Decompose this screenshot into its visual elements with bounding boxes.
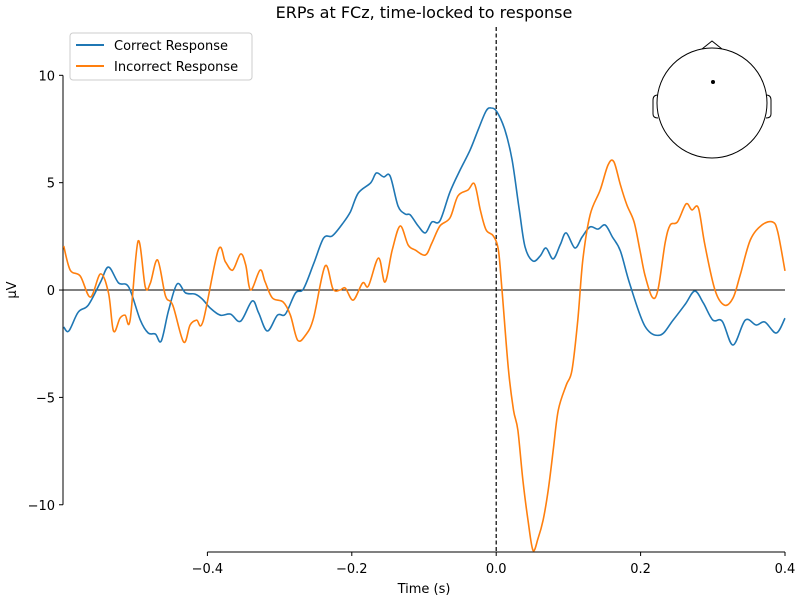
x-axis-label: Time (s) bbox=[397, 582, 451, 597]
y-axis-label: µV bbox=[5, 281, 20, 298]
head-nose bbox=[701, 40, 723, 50]
y-tick-label: −5 bbox=[36, 391, 55, 406]
series-line-incorrect bbox=[62, 159, 786, 552]
y-tick-label: 0 bbox=[47, 284, 55, 299]
x-tick-label: 0.4 bbox=[775, 562, 796, 577]
legend: Correct Response Incorrect Response bbox=[69, 32, 253, 81]
chart-title: ERPs at FCz, time-locked to response bbox=[276, 3, 573, 22]
series-line-correct bbox=[63, 107, 786, 346]
legend-label-correct: Correct Response bbox=[114, 39, 228, 54]
x-tick-label: −0.2 bbox=[336, 562, 368, 577]
head-ear-right bbox=[765, 94, 772, 119]
x-tick-label: 0.2 bbox=[630, 562, 651, 577]
y-tick-label: 10 bbox=[38, 69, 55, 84]
plot-lines bbox=[62, 107, 786, 552]
y-tick-label: −10 bbox=[28, 499, 55, 514]
sensor-dot-fcz bbox=[711, 80, 715, 84]
x-tick-label: −0.4 bbox=[192, 562, 224, 577]
head-ear-left bbox=[652, 94, 659, 119]
x-tick-label: 0.0 bbox=[486, 562, 507, 577]
head-outline bbox=[656, 47, 768, 159]
legend-frame bbox=[69, 32, 253, 81]
legend-label-incorrect: Incorrect Response bbox=[114, 60, 238, 75]
y-tick-label: 5 bbox=[47, 177, 55, 192]
head-sensor-map bbox=[652, 40, 772, 159]
